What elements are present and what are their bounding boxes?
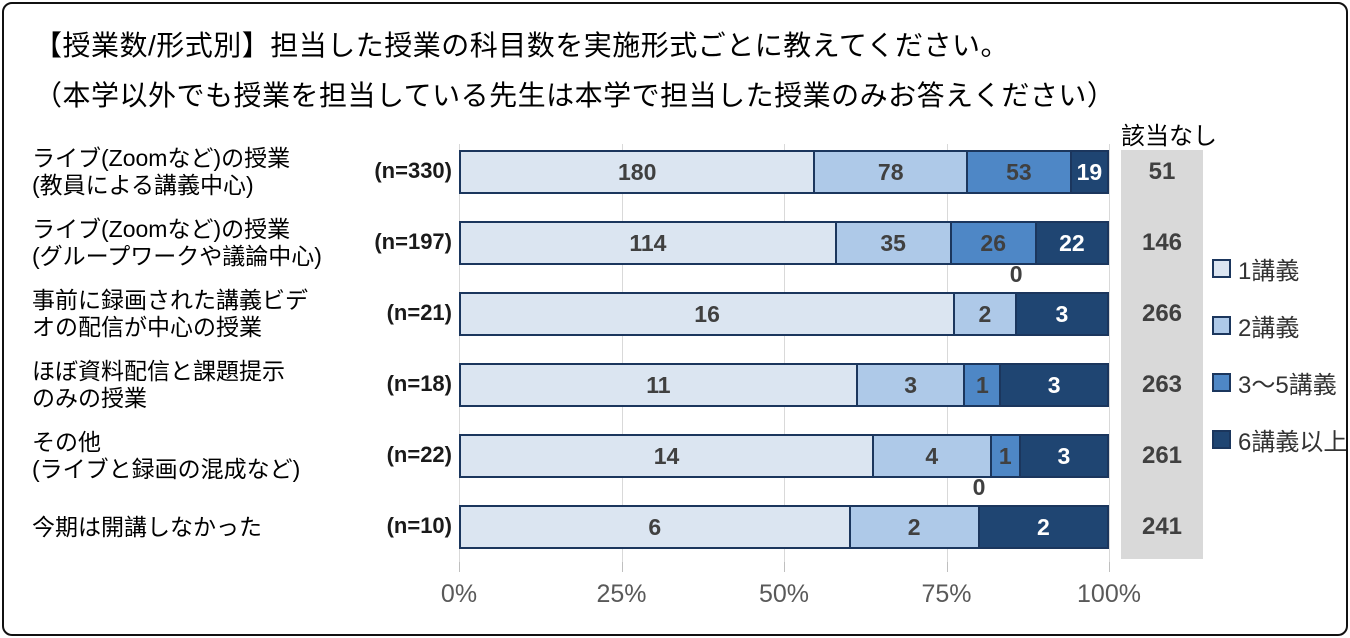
- category-label-line: その他: [32, 429, 101, 455]
- bar-segment: 3: [999, 365, 1107, 405]
- na-value: 266: [1141, 300, 1183, 327]
- axis-tick-label: 0%: [440, 580, 478, 608]
- bar-segment: 26: [949, 223, 1035, 263]
- gridline: [946, 144, 948, 564]
- category-label-line: オの配信が中心の授業: [32, 314, 262, 340]
- bar-segment: 3: [1014, 294, 1107, 334]
- gridline: [459, 144, 460, 564]
- axis-tick-label: 50%: [758, 580, 810, 608]
- category-label: 事前に録画された講義ビデ オの配信が中心の授業: [32, 287, 347, 341]
- stacked-bar: 16 2 3: [459, 292, 1109, 336]
- na-value: 241: [1141, 513, 1183, 540]
- bar-segment: 3: [1018, 436, 1107, 476]
- bar-segment: 3: [855, 365, 964, 405]
- axis-tick-label: 75%: [921, 580, 972, 608]
- bar-segment: 2: [848, 507, 978, 547]
- legend-swatch: [1212, 430, 1231, 449]
- category-labels: ライブ(Zoomなど)の授業 (教員による講義中心) ライブ(Zoomなど)の授業(…: [32, 144, 347, 564]
- bar-segment: 180: [461, 152, 814, 192]
- axis-tick-label: 25%: [596, 580, 647, 608]
- category-label-line: 事前に録画された講義ビデ: [32, 287, 308, 313]
- bar-segment: 2: [953, 294, 1015, 334]
- sample-size-label: (n=10): [386, 513, 452, 538]
- na-value: 261: [1141, 442, 1183, 469]
- category-label: 今期は開講しなかった: [32, 514, 347, 541]
- sample-size-label: (n=330): [374, 158, 452, 183]
- zero-value-label: 0: [1009, 261, 1023, 287]
- legend-swatch: [1212, 316, 1231, 335]
- na-value: 263: [1141, 371, 1183, 398]
- legend-swatch: [1212, 259, 1231, 278]
- category-label: ライブ(Zoomなど)の授業 (グループワークや議論中心): [32, 216, 347, 270]
- axis-tickmark: [459, 562, 460, 572]
- sample-size-column: (n=330) (n=197) (n=21) (n=18) (n=22) (n=10): [344, 144, 452, 564]
- zero-value-label: 0: [972, 474, 986, 500]
- sample-size-label: (n=22): [386, 442, 452, 467]
- bar-segment: 11: [461, 365, 856, 405]
- bar-segment: 4: [872, 436, 990, 476]
- bar-segment: 22: [1034, 223, 1107, 263]
- category-label: ライブ(Zoomなど)の授業 (教員による講義中心): [32, 145, 347, 199]
- x-axis: 0% 25% 50% 75% 100%: [441, 580, 1141, 614]
- bar-segment: 14: [461, 436, 873, 476]
- bar-segment: 1: [963, 365, 1000, 405]
- axis-tickmark: [1109, 562, 1110, 572]
- bar-segment: 19: [1069, 152, 1107, 192]
- bar-segment: 2: [977, 507, 1107, 547]
- bar-segment: 6: [461, 507, 849, 547]
- chart-title-line1: 【授業数/形式別】担当した授業の科目数を実施形式ごとに教えてください。: [34, 30, 1010, 61]
- sample-size-label: (n=18): [386, 371, 452, 396]
- legend-swatch: [1212, 373, 1231, 392]
- stacked-bar: 11 3 1 3: [459, 363, 1109, 407]
- legend-item: 6講義以上: [1212, 427, 1346, 456]
- bar-segment: 1: [989, 436, 1019, 476]
- category-label-line: のみの授業: [32, 385, 147, 411]
- axis-tickmark: [946, 562, 948, 572]
- sample-size-label: (n=197): [374, 229, 452, 254]
- legend-item: 3〜5講義: [1212, 370, 1346, 399]
- stacked-bar: 14 4 1 3: [459, 434, 1109, 478]
- plot-area: 180 78 53 19 114 35 26 22 0 16 2 3 11 3 1 3 14 4 1 3 0 6 2 2: [459, 144, 1110, 572]
- legend-label: 2講義: [1238, 315, 1300, 342]
- na-value: 51: [1148, 158, 1176, 185]
- na-value: 146: [1141, 229, 1183, 256]
- gridline: [784, 144, 785, 564]
- axis-tickmark: [784, 562, 785, 572]
- axis-tickmark: [621, 562, 623, 572]
- category-label-line: (グループワークや議論中心): [32, 243, 322, 269]
- category-label-line: (教員による講義中心): [32, 172, 254, 198]
- bar-segment: 53: [966, 152, 1070, 192]
- chart-title-line2: （本学以外でも授業を担当している先生は本学で担当した授業のみお答えください）: [34, 80, 1116, 111]
- category-label: ほぼ資料配信と課題提示 のみの授業: [32, 358, 347, 412]
- sample-size-label: (n=21): [386, 300, 452, 325]
- legend-label: 3〜5講義: [1238, 372, 1337, 399]
- category-label-line: 今期は開講しなかった: [32, 513, 262, 540]
- category-label-line: ほぼ資料配信と課題提示: [32, 358, 285, 384]
- legend-label: 6講義以上: [1238, 429, 1348, 456]
- bar-segment: 16: [461, 294, 954, 334]
- stacked-bar: 180 78 53 19: [459, 150, 1109, 194]
- axis-tick-label: 100%: [1077, 580, 1141, 608]
- category-label-line: (ライブと録画の混成など): [32, 456, 301, 482]
- stacked-bar: 114 35 26 22: [459, 221, 1109, 265]
- legend-item: 2講義: [1212, 313, 1346, 342]
- category-label-line: ライブ(Zoomなど)の授業: [32, 145, 291, 171]
- legend-item: 1講義: [1212, 256, 1346, 285]
- na-column-header: 該当なし: [1121, 123, 1217, 150]
- category-label-line: ライブ(Zoomなど)の授業: [32, 216, 291, 242]
- gridline: [1109, 144, 1110, 564]
- bar-segment: 114: [461, 223, 835, 263]
- legend: 1講義 2講義 3〜5講義 6講義以上: [1212, 256, 1346, 456]
- na-column: 51 146 266 263 261 241: [1121, 150, 1203, 559]
- bar-segment: 78: [813, 152, 967, 192]
- gridline: [621, 144, 623, 564]
- legend-label: 1講義: [1238, 258, 1300, 285]
- bar-segment: 35: [834, 223, 950, 263]
- category-label: その他 (ライブと録画の混成など): [32, 429, 347, 483]
